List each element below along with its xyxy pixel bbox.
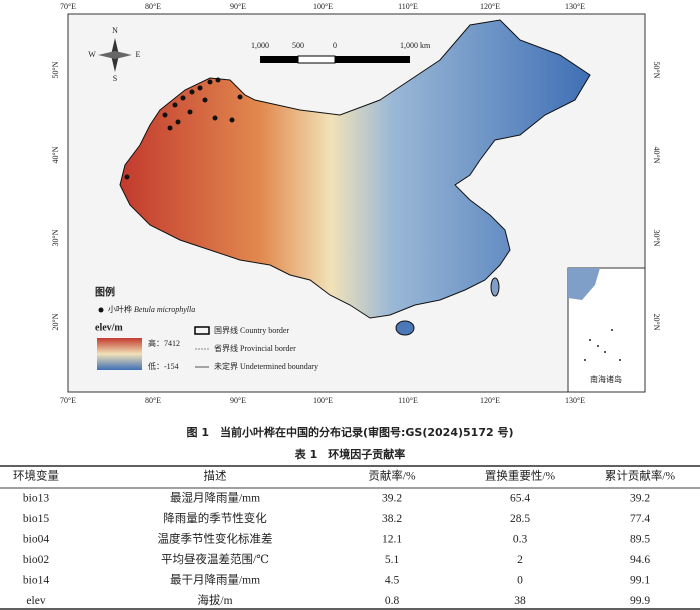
lon-label: 90°E (230, 2, 246, 11)
lat-label: 40°N (652, 147, 661, 164)
table-header: 置换重要性/% (485, 469, 556, 483)
legend-country: 国界线 Country border (214, 325, 289, 335)
table-cell: 最干月降雨量/mm (170, 573, 260, 587)
table-cell: bio15 (23, 513, 49, 525)
scale-label: 0 (333, 41, 337, 50)
table-cell: 99.9 (630, 595, 650, 607)
legend-low: 低：-154 (148, 361, 179, 371)
table-cell: 0 (517, 575, 523, 587)
table-cell: 39.2 (382, 493, 402, 505)
table-header: 累计贡献率/% (605, 469, 676, 483)
compass-label: S (113, 74, 117, 83)
compass-label: W (88, 50, 96, 59)
table-cell: 5.1 (385, 554, 400, 566)
table-cell: 28.5 (510, 513, 530, 525)
table-header: 描述 (204, 469, 227, 483)
compass-label: E (136, 50, 141, 59)
lon-label: 100°E (313, 396, 333, 405)
legend-species: 小叶桦 (108, 304, 132, 314)
lon-label: 80°E (145, 2, 161, 11)
lat-label: 20°N (51, 313, 60, 330)
lon-label: 70°E (60, 396, 76, 405)
lon-label: 100°E (313, 2, 333, 11)
table-cell: 2 (517, 554, 523, 566)
lat-label: 30°N (652, 230, 661, 247)
inset-label: 南海诸岛 (590, 374, 622, 384)
lon-label: 90°E (230, 396, 246, 405)
table-cell: 39.2 (630, 493, 650, 505)
table-cell: 94.6 (630, 554, 650, 566)
table-cell: bio02 (23, 554, 49, 566)
table-cell: 海拔/m (197, 593, 232, 607)
table-cell: 最湿月降雨量/mm (170, 491, 260, 505)
table-cell: 65.4 (510, 493, 530, 505)
lon-label: 120°E (480, 396, 500, 405)
table-cell: 温度季节性变化标准差 (158, 532, 273, 546)
table-cell: elev (26, 595, 45, 607)
legend-provincial: 省界线 Provincial border (214, 343, 296, 353)
lat-label: 40°N (51, 146, 60, 163)
legend: 图例 小叶桦 Betula microphylla elev/m 高：7412 … (95, 285, 318, 371)
table: 环境变量 描述 贡献率/% 置换重要性/% 累计贡献率/% bio13 最湿月降雨量/mm 3… (0, 465, 700, 610)
lon-label: 80°E (145, 396, 161, 405)
occurrence-points (124, 77, 243, 180)
table-cell: 77.4 (630, 513, 650, 525)
legend-species-latin: Betula microphylla (134, 305, 195, 314)
table-cell: 38.2 (382, 513, 402, 525)
table-cell: 0.8 (385, 595, 400, 607)
lat-label: 30°N (51, 229, 60, 246)
legend-undetermined: 未定界 Undetermined boundary (214, 361, 318, 371)
table-cell: 12.1 (382, 534, 402, 546)
table-cell: 4.5 (385, 575, 400, 587)
legend-high: 高：7412 (148, 338, 180, 348)
table-cell: 99.1 (630, 575, 650, 587)
table-cell: bio13 (23, 493, 49, 505)
legend-elev-title: elev/m (95, 322, 123, 333)
lon-label: 130°E (565, 396, 585, 405)
lat-label: 50°N (51, 61, 60, 78)
scale-label: 1,000 (251, 41, 269, 50)
compass-label: N (112, 26, 118, 35)
lon-label: 130°E (565, 2, 585, 11)
inset: 南海诸岛 (567, 267, 646, 393)
hainan (395, 320, 415, 336)
table-caption: 表 1 环境因子贡献率 (294, 447, 405, 461)
figure-caption: 图 1 当前小叶桦在中国的分布记录(审图号:GS(2024)5172 号) (186, 425, 513, 439)
scale-label: 500 (292, 41, 304, 50)
legend-title: 图例 (95, 285, 115, 298)
table-cell: 89.5 (630, 534, 650, 546)
table-cell: 平均昼夜温差范围/℃ (161, 552, 269, 566)
table-header: 环境变量 (13, 469, 59, 483)
lon-label: 120°E (480, 2, 500, 11)
compass: N S W E (88, 26, 140, 83)
scale-bar: 1,000 500 0 1,000 km (251, 41, 431, 64)
table-cell: 38 (514, 595, 526, 607)
lat-label: 50°N (652, 62, 661, 79)
table-cell: 降雨量的季节性变化 (163, 511, 267, 525)
table-cell: bio14 (23, 575, 49, 587)
table-header: 贡献率/% (368, 469, 416, 483)
lon-label: 110°E (398, 396, 418, 405)
map: N S W E 1,000 500 0 1,000 km 图例 小叶桦 Betu… (51, 2, 661, 405)
lon-label: 70°E (60, 2, 76, 11)
china-land (119, 19, 591, 319)
taiwan (490, 277, 500, 297)
table-cell: 0.3 (513, 534, 528, 546)
scale-label: 1,000 km (400, 41, 431, 50)
lat-label: 20°N (652, 314, 661, 331)
lon-label: 110°E (398, 2, 418, 11)
table-cell: bio04 (23, 534, 49, 546)
